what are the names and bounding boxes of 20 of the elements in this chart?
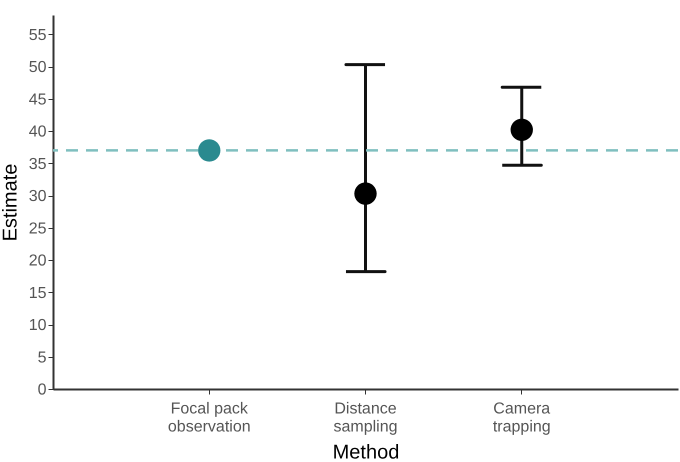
point (354, 182, 377, 205)
point (198, 139, 220, 162)
y-tick-label: 30 (28, 188, 47, 206)
y-tick-label: 15 (28, 284, 47, 302)
point (510, 118, 533, 141)
x-tick-label: Distance sampling (333, 400, 398, 436)
y-tick-label: 35 (28, 156, 47, 173)
x-tick-label: Camera trapping (492, 400, 551, 436)
y-tick-label: 40 (28, 124, 47, 141)
x-tick-label: Focal pack observation (168, 400, 251, 436)
y-tick-label: 0 (38, 382, 47, 398)
y-tick-label: 45 (28, 91, 47, 108)
x-axis-title: Method (332, 442, 400, 462)
y-axis-title: Estimate (0, 164, 22, 242)
y-tick-label: 20 (28, 252, 47, 270)
y-tick-label: 10 (28, 317, 47, 334)
y-tick-label: 50 (28, 59, 47, 76)
y-tick-label: 5 (38, 349, 47, 366)
y-tick-label: 55 (28, 26, 47, 44)
y-tick-label: 25 (28, 220, 47, 238)
